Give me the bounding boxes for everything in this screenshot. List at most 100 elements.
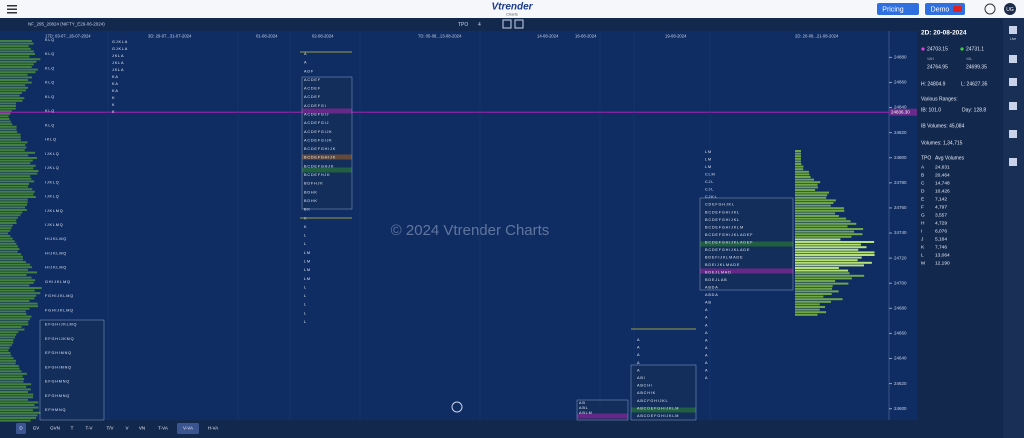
- volume-bar: [0, 141, 28, 144]
- profile-volume-bar: [795, 220, 851, 223]
- price-tag: [889, 108, 917, 116]
- tpo-row: BDEJLMAD: [705, 271, 732, 275]
- mode-button[interactable]: [177, 423, 199, 434]
- table-4-1: 7,142: [935, 196, 947, 202]
- volume-bar: [0, 92, 22, 94]
- volume-bar: [0, 180, 35, 183]
- tpo-row: A: [637, 368, 640, 372]
- table-4-0: E: [921, 196, 924, 202]
- table-1-1: 20,464: [935, 172, 950, 178]
- profile-volume-bar: [795, 280, 836, 282]
- pricing-button[interactable]: [877, 3, 919, 15]
- tpo-row: JKLA: [112, 54, 124, 58]
- volume-bar: [0, 190, 35, 193]
- reset-icon[interactable]: [451, 401, 463, 413]
- tpo-row: GHIJKLMQ: [45, 280, 71, 284]
- volume-bar: [0, 419, 31, 422]
- tpo-row: KLQ: [45, 66, 55, 70]
- tpo-row: K: [304, 225, 307, 229]
- volume-bar: [0, 60, 37, 63]
- volume-bar: [0, 235, 11, 237]
- profile-volume-bar: [795, 152, 801, 155]
- tpo-row: L: [304, 242, 307, 246]
- menu-icon[interactable]: [7, 5, 17, 14]
- volume-bar: [0, 388, 31, 391]
- mode-button[interactable]: [16, 423, 26, 434]
- poc-dot: [921, 47, 925, 51]
- volume-bar: [0, 250, 18, 253]
- settings-icon[interactable]: [984, 3, 996, 15]
- volume-bar: [0, 307, 30, 310]
- profile-volume-bar: [795, 178, 814, 181]
- volume-bar: [0, 274, 27, 276]
- volume-bar: [0, 344, 12, 347]
- side-icon[interactable]: [1009, 26, 1017, 34]
- volume-bar: [0, 159, 33, 162]
- table-9-1: 5,164: [935, 236, 947, 242]
- profile-volume-bar: [795, 282, 849, 285]
- profile-volume-bar: [795, 212, 836, 215]
- profile-volume-bar: [795, 186, 818, 189]
- volume-bar: [0, 248, 20, 250]
- volume-bar: [0, 253, 22, 256]
- volume-bar: [0, 268, 28, 271]
- profile-volume-bar: [795, 274, 865, 277]
- side-icon[interactable]: [1009, 78, 1017, 86]
- side-icon[interactable]: [1009, 55, 1017, 63]
- volume-bar: [0, 97, 25, 100]
- volume-bar: [0, 45, 29, 48]
- tpo-label: TPO: [458, 22, 468, 28]
- volume-bar: [0, 79, 28, 81]
- side-icon[interactable]: [1009, 102, 1017, 110]
- axis-tick-label: 24720: [894, 255, 907, 260]
- volume-bar: [0, 375, 23, 378]
- volume-bar: [0, 144, 26, 146]
- tpo-row: A: [705, 323, 708, 327]
- volume-bar: [0, 107, 16, 110]
- volume-bar: [0, 50, 34, 53]
- side-icon[interactable]: [1009, 130, 1017, 138]
- volume-bar: [0, 172, 38, 175]
- tpo-row: IJKLMQ: [45, 223, 64, 227]
- table-1-0: B: [921, 172, 924, 178]
- profile-volume-bar: [795, 293, 832, 295]
- volume-bar: [0, 339, 14, 341]
- volume-bar: [0, 313, 27, 315]
- volume-bar: [0, 266, 33, 269]
- volume-bar: [0, 396, 33, 399]
- profile-volume-bar: [795, 217, 847, 220]
- mode-label: GVN: [50, 426, 60, 431]
- mode-label: D: [19, 426, 23, 431]
- zoom-in[interactable]: [514, 19, 524, 29]
- tpo-row: BCDEFGHIJKL: [705, 218, 740, 222]
- profile-volume-bar: [795, 306, 826, 308]
- val: 24699.35: [966, 64, 987, 70]
- volume-bar: [0, 58, 41, 61]
- table-0-1: 24,631: [935, 164, 950, 170]
- tool-bar: [0, 18, 917, 31]
- tpo-row: BDEIJKLMADE: [705, 263, 740, 267]
- volume-bar: [0, 261, 26, 263]
- tpo-row: LM: [304, 268, 311, 272]
- bottom-bar: [0, 420, 917, 438]
- profile-volume-bar: [795, 311, 827, 314]
- volume-bar: [0, 131, 18, 133]
- volume-bar: [0, 414, 38, 417]
- zoom-out[interactable]: [502, 19, 512, 29]
- tpo-row: FGHIJKLMQ: [45, 294, 74, 298]
- volume-bar: [0, 185, 29, 188]
- volume-bar: [0, 279, 36, 282]
- profile-volume-bar: [795, 241, 875, 243]
- side-icon[interactable]: [1009, 158, 1017, 166]
- profile-volume-bar: [795, 176, 811, 178]
- avatar[interactable]: [1004, 3, 1016, 15]
- profile-volume-bar: [795, 272, 850, 275]
- table-7-0: H: [921, 220, 925, 226]
- volume-bar: [0, 281, 34, 284]
- table-9-0: J: [921, 236, 924, 242]
- date-label: 3D: 29-07...31-07-2024: [148, 34, 192, 39]
- volume-bar: [0, 81, 32, 84]
- volume-bar: [0, 237, 13, 240]
- tpo-row: ABI: [637, 376, 646, 380]
- tpo-row: ABLM: [579, 411, 593, 415]
